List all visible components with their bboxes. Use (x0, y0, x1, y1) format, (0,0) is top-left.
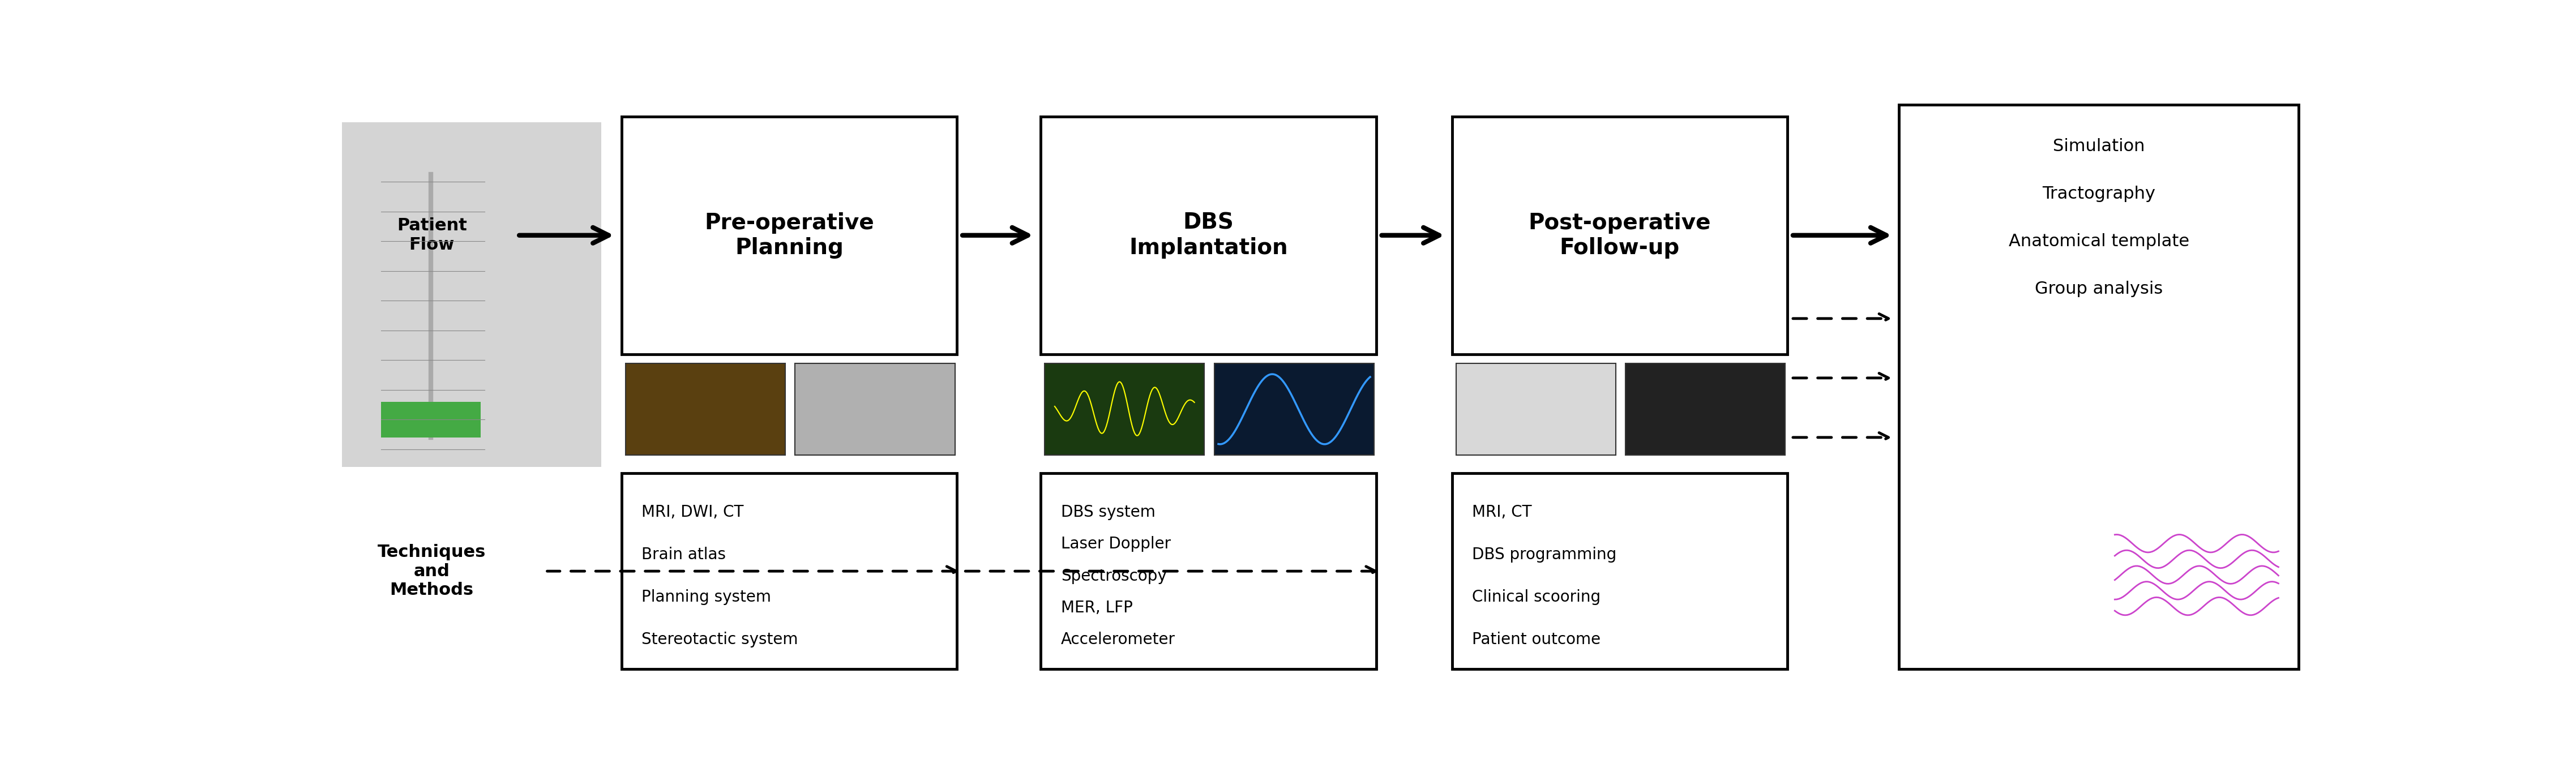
Text: Group analysis: Group analysis (2035, 280, 2164, 297)
Bar (1041, 473, 1376, 669)
Text: DBS
Implantation: DBS Implantation (1128, 212, 1288, 259)
Bar (1453, 117, 1788, 354)
Text: MER, LFP: MER, LFP (1061, 600, 1133, 616)
Text: Planning system: Planning system (641, 589, 770, 605)
Bar (1041, 117, 1376, 354)
Bar (1625, 363, 1785, 455)
Text: Clinical scooring: Clinical scooring (1471, 589, 1600, 605)
Text: Laser Doppler: Laser Doppler (1061, 537, 1170, 552)
Bar (1899, 104, 2298, 669)
Bar (1453, 473, 1788, 669)
Bar (626, 363, 786, 455)
Text: Techniques
and
Methods: Techniques and Methods (379, 544, 487, 598)
Text: Stereotactic system: Stereotactic system (641, 632, 799, 648)
Bar (1455, 363, 1615, 455)
Text: MRI, DWI, CT: MRI, DWI, CT (641, 504, 744, 520)
Bar (1906, 259, 2282, 378)
Text: Anatomical template: Anatomical template (2009, 233, 2190, 249)
Text: Tractography: Tractography (2043, 185, 2156, 202)
Bar (1906, 515, 2089, 645)
Bar (381, 401, 482, 438)
Text: DBS programming: DBS programming (1471, 547, 1618, 563)
Text: Pre-operative
Planning: Pre-operative Planning (703, 212, 873, 259)
Bar (1213, 363, 1373, 455)
Bar (343, 122, 603, 467)
Text: Post-operative
Follow-up: Post-operative Follow-up (1528, 212, 1710, 259)
Text: Patient outcome: Patient outcome (1471, 632, 1600, 648)
Bar (621, 473, 956, 669)
Text: DBS system: DBS system (1061, 504, 1154, 520)
Text: Accelerometer: Accelerometer (1061, 632, 1175, 648)
Bar (2105, 515, 2287, 645)
Text: Patient
Flow: Patient Flow (397, 218, 466, 253)
Text: Simulation: Simulation (2053, 138, 2146, 154)
Bar (1046, 363, 1206, 455)
Text: Spectroscopy: Spectroscopy (1061, 568, 1167, 584)
Bar (621, 117, 956, 354)
Bar (796, 363, 956, 455)
Text: MRI, CT: MRI, CT (1471, 504, 1533, 520)
Text: Brain atlas: Brain atlas (641, 547, 726, 563)
